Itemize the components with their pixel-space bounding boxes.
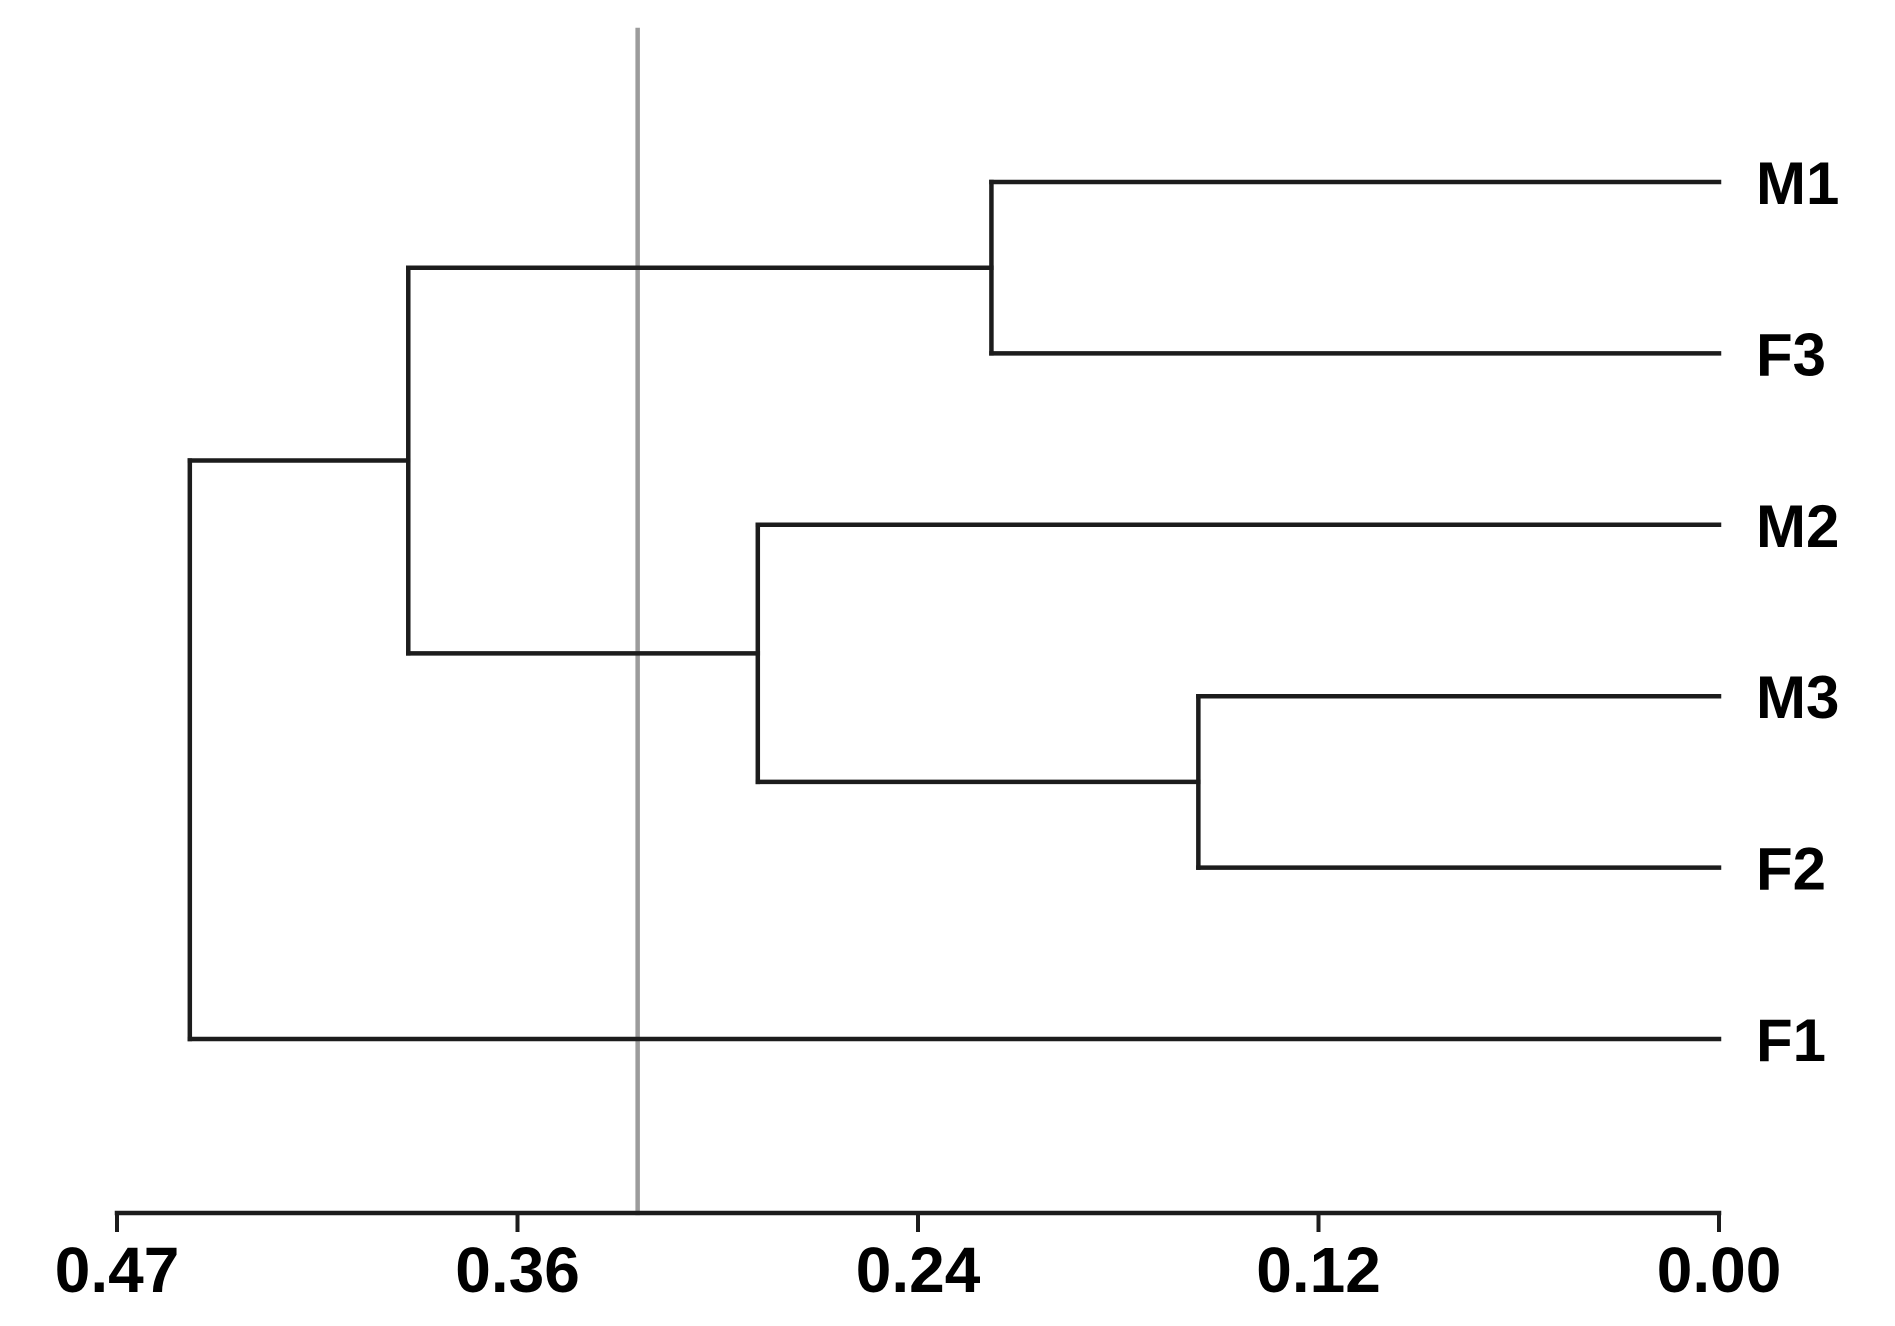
axis-tick-label: 0.36	[455, 1234, 580, 1306]
leaf-label-F3: F3	[1756, 321, 1826, 388]
axis-tick-label: 0.24	[856, 1234, 981, 1306]
leaf-label-M1: M1	[1756, 150, 1839, 217]
leaf-label-M2: M2	[1756, 493, 1839, 560]
axis-tick-label: 0.12	[1256, 1234, 1381, 1306]
axis-tick-label: 0.47	[55, 1234, 180, 1306]
leaf-label-M3: M3	[1756, 664, 1839, 731]
leaf-label-F1: F1	[1756, 1007, 1826, 1074]
leaf-label-F2: F2	[1756, 836, 1826, 903]
axis-tick-label: 0.00	[1657, 1234, 1782, 1306]
